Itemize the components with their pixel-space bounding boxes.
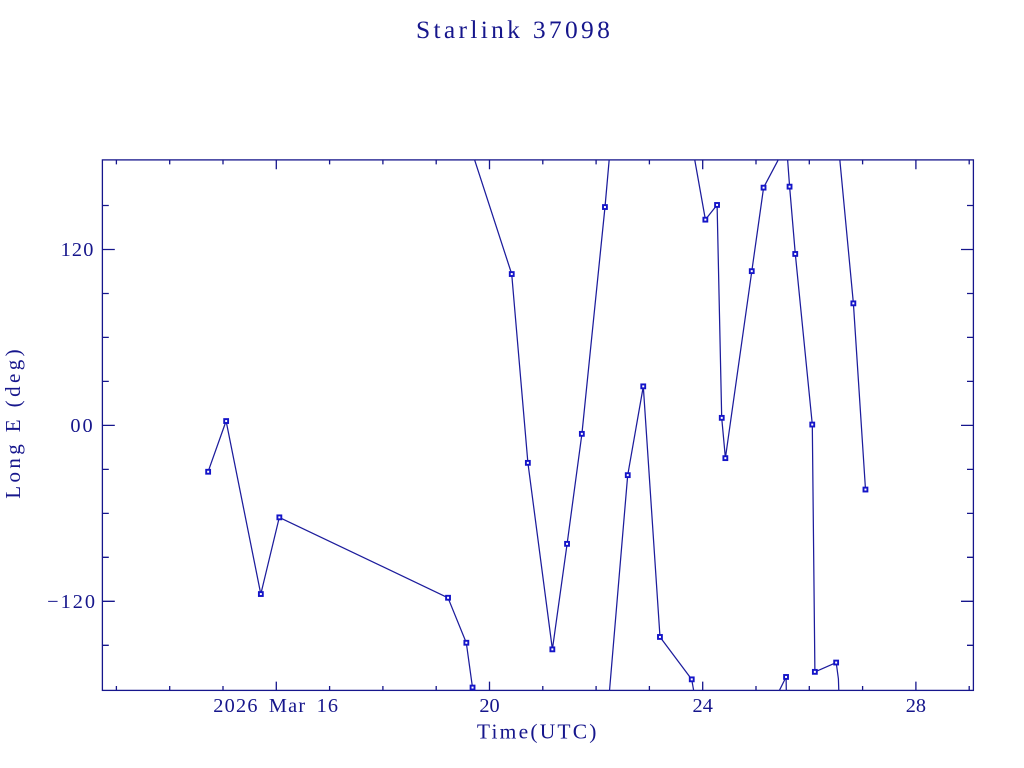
svg-text:Long E (deg): Long E (deg) (1, 346, 25, 499)
svg-text:120: 120 (61, 239, 95, 261)
svg-text:28: 28 (906, 695, 926, 717)
svg-text:20: 20 (479, 695, 499, 717)
svg-text:Time(UTC): Time(UTC) (477, 719, 599, 743)
svg-text:−120: −120 (47, 591, 97, 613)
svg-text:24: 24 (693, 695, 713, 717)
svg-text:Starlink 37098: Starlink 37098 (416, 15, 613, 44)
svg-text:2026 Mar 16: 2026 Mar 16 (213, 695, 339, 717)
svg-text:00: 00 (70, 415, 94, 437)
